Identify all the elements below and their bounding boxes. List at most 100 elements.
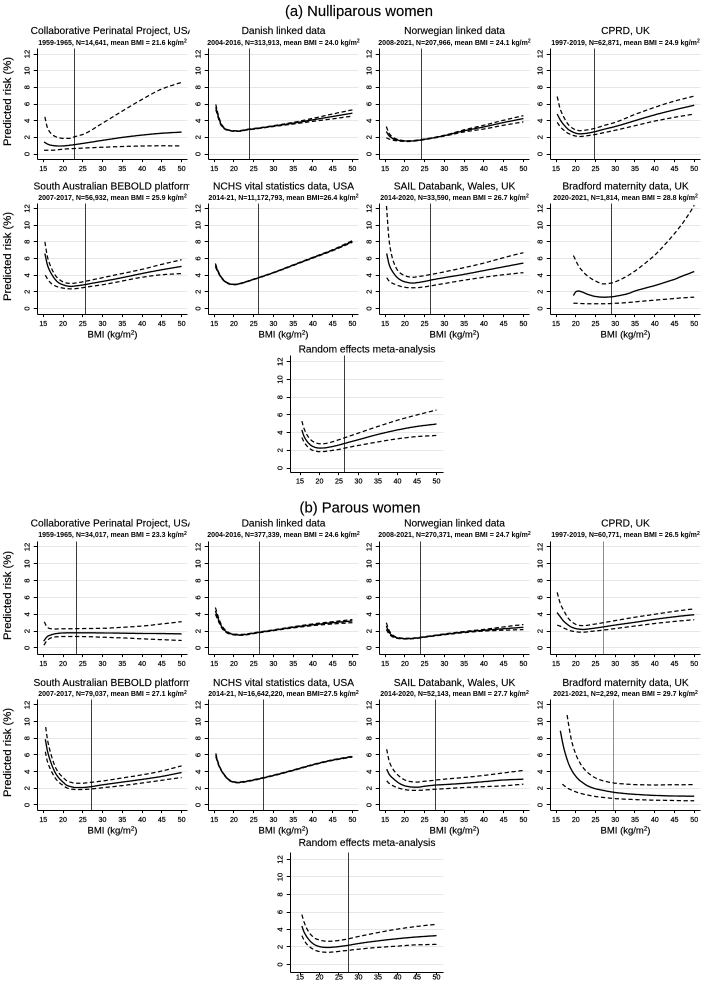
svg-text:BMI (kg/m2): BMI (kg/m2) <box>88 329 138 340</box>
svg-text:45: 45 <box>329 165 337 173</box>
svg-text:8: 8 <box>23 240 32 244</box>
svg-text:30: 30 <box>269 320 277 328</box>
svg-text:25: 25 <box>421 816 429 824</box>
svg-text:8: 8 <box>194 736 203 740</box>
svg-text:0: 0 <box>23 646 32 650</box>
svg-text:8: 8 <box>365 736 374 740</box>
svg-text:45: 45 <box>500 320 508 328</box>
svg-text:2: 2 <box>23 629 32 633</box>
svg-text:0: 0 <box>276 962 285 966</box>
svg-text:50: 50 <box>690 660 698 668</box>
svg-text:8: 8 <box>276 395 285 399</box>
svg-text:0: 0 <box>23 152 32 156</box>
svg-text:15: 15 <box>552 320 560 328</box>
svg-text:6: 6 <box>23 102 32 106</box>
svg-text:10: 10 <box>23 221 32 229</box>
svg-text:15: 15 <box>296 974 304 982</box>
svg-text:45: 45 <box>158 320 166 328</box>
svg-text:10: 10 <box>276 873 285 881</box>
svg-text:12: 12 <box>194 50 203 58</box>
svg-text:35: 35 <box>460 816 468 824</box>
svg-text:8: 8 <box>536 85 545 89</box>
svg-text:6: 6 <box>23 753 32 757</box>
svg-text:0: 0 <box>536 646 545 650</box>
svg-text:35: 35 <box>631 660 639 668</box>
svg-text:SAIL Databank, Wales, UK: SAIL Databank, Wales, UK <box>394 678 516 689</box>
svg-text:2014-2020, N=52,143, mean BMI: 2014-2020, N=52,143, mean BMI = 27.7 kg/… <box>380 690 529 698</box>
svg-text:45: 45 <box>671 816 679 824</box>
svg-text:10: 10 <box>194 717 203 725</box>
svg-text:15: 15 <box>39 816 47 824</box>
svg-text:NCHS vital statistics data, US: NCHS vital statistics data, USA <box>213 182 354 193</box>
svg-text:0: 0 <box>365 803 374 807</box>
svg-text:15: 15 <box>39 660 47 668</box>
svg-text:10: 10 <box>365 66 374 74</box>
svg-text:10: 10 <box>276 375 285 383</box>
svg-text:6: 6 <box>365 256 374 260</box>
svg-text:45: 45 <box>671 320 679 328</box>
svg-text:2: 2 <box>276 945 285 949</box>
svg-text:20: 20 <box>401 660 409 668</box>
svg-text:35: 35 <box>374 974 382 982</box>
svg-text:Collaborative Perinatal Projec: Collaborative Perinatal Project, USA <box>31 518 195 529</box>
svg-text:35: 35 <box>289 320 297 328</box>
svg-text:40: 40 <box>309 165 317 173</box>
svg-text:15: 15 <box>552 165 560 173</box>
svg-text:8: 8 <box>365 85 374 89</box>
svg-text:4: 4 <box>194 770 203 774</box>
svg-text:2014-21, N=16,642,220, mean BM: 2014-21, N=16,642,220, mean BMI=27.5 kg/… <box>208 690 359 698</box>
svg-text:25: 25 <box>79 816 87 824</box>
svg-text:20: 20 <box>230 165 238 173</box>
svg-text:10: 10 <box>536 66 545 74</box>
svg-text:50: 50 <box>519 320 527 328</box>
svg-text:30: 30 <box>611 320 619 328</box>
svg-text:4: 4 <box>194 119 203 123</box>
svg-text:2: 2 <box>194 135 203 139</box>
svg-text:8: 8 <box>23 578 32 582</box>
svg-text:40: 40 <box>309 816 317 824</box>
svg-text:12: 12 <box>23 50 32 58</box>
svg-text:30: 30 <box>440 660 448 668</box>
svg-text:20: 20 <box>59 320 67 328</box>
svg-text:2: 2 <box>276 448 285 452</box>
svg-text:2: 2 <box>536 290 545 294</box>
svg-text:4: 4 <box>194 273 203 277</box>
svg-text:45: 45 <box>329 816 337 824</box>
svg-text:30: 30 <box>611 165 619 173</box>
svg-text:6: 6 <box>365 595 374 599</box>
svg-text:40: 40 <box>138 816 146 824</box>
svg-text:4: 4 <box>365 612 374 616</box>
svg-text:Predicted risk (%): Predicted risk (%) <box>2 708 14 797</box>
svg-text:50: 50 <box>348 816 356 824</box>
svg-text:50: 50 <box>690 320 698 328</box>
svg-text:45: 45 <box>500 660 508 668</box>
svg-text:SAIL Databank, Wales, UK: SAIL Databank, Wales, UK <box>394 182 516 193</box>
svg-text:25: 25 <box>592 320 600 328</box>
svg-text:(b) Parous women: (b) Parous women <box>300 501 421 517</box>
svg-text:40: 40 <box>480 660 488 668</box>
svg-text:Random effects meta-analysis: Random effects meta-analysis <box>299 344 436 355</box>
svg-text:45: 45 <box>671 660 679 668</box>
svg-text:40: 40 <box>138 165 146 173</box>
svg-text:50: 50 <box>178 816 186 824</box>
svg-text:NCHS vital statistics data, US: NCHS vital statistics data, USA <box>213 678 354 689</box>
svg-text:2: 2 <box>365 135 374 139</box>
svg-text:25: 25 <box>592 660 600 668</box>
svg-text:45: 45 <box>413 477 421 485</box>
svg-text:40: 40 <box>651 660 659 668</box>
svg-text:8: 8 <box>194 578 203 582</box>
svg-text:4: 4 <box>194 612 203 616</box>
svg-text:BMI (kg/m2): BMI (kg/m2) <box>601 825 651 836</box>
svg-text:20: 20 <box>572 165 580 173</box>
svg-text:CPRD, UK: CPRD, UK <box>601 518 650 529</box>
svg-text:2004-2016, N=377,339, mean BMI: 2004-2016, N=377,339, mean BMI = 24.6 kg… <box>207 531 360 539</box>
svg-text:South Australian BEBOLD platfo: South Australian BEBOLD platform <box>34 182 192 193</box>
svg-text:25: 25 <box>250 816 258 824</box>
svg-text:30: 30 <box>611 660 619 668</box>
svg-text:10: 10 <box>365 221 374 229</box>
svg-text:12: 12 <box>276 358 285 366</box>
svg-text:50: 50 <box>178 165 186 173</box>
svg-text:BMI (kg/m2): BMI (kg/m2) <box>430 825 480 836</box>
svg-text:35: 35 <box>460 165 468 173</box>
svg-text:0: 0 <box>365 152 374 156</box>
